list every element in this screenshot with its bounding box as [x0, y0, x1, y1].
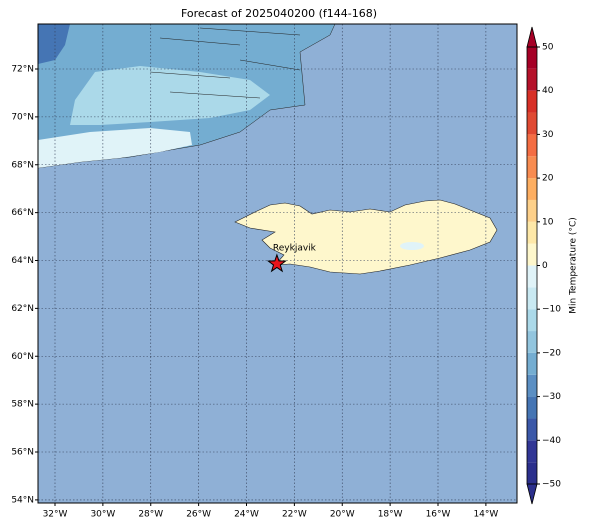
colorbar-band — [527, 90, 537, 113]
colorbar-tick-label: −30 — [542, 392, 561, 402]
colorbar-tick-label: −50 — [542, 480, 561, 490]
colorbar-band — [527, 134, 537, 157]
colorbar-tick-label: 50 — [542, 43, 554, 53]
x-tick-label: 26°W — [186, 510, 211, 520]
colorbar-band — [527, 199, 537, 222]
colorbar-band — [527, 221, 537, 244]
y-tick-label: 56°N — [11, 448, 34, 458]
colorbar-band — [527, 352, 537, 375]
x-tick-label: 14°W — [473, 510, 498, 520]
colorbar-band — [527, 462, 537, 484]
y-tick-label: 72°N — [11, 65, 34, 75]
colorbar-band — [527, 287, 537, 310]
colorbar-label: Min Temperature (°C) — [569, 217, 579, 314]
y-tick-label: 62°N — [11, 304, 34, 314]
colorbar-extend-bottom — [526, 483, 538, 505]
map-frame — [37, 23, 518, 504]
colorbar-tick-label: −20 — [542, 348, 561, 358]
y-tick-label: 66°N — [11, 208, 34, 218]
x-tick-label: 20°W — [330, 510, 355, 520]
x-tick-label: 28°W — [138, 510, 163, 520]
colorbar-tick-label: 20 — [542, 174, 554, 184]
colorbar-band — [527, 47, 537, 69]
colorbar-band — [527, 331, 537, 353]
colorbar-band — [527, 374, 537, 397]
title: Forecast of 2025040200 (f144-168) — [181, 7, 377, 20]
colorbar-band — [527, 265, 537, 288]
colorbar-tick-label: 10 — [542, 217, 554, 227]
colorbar-band — [527, 112, 537, 135]
y-tick-label: 54°N — [11, 495, 34, 505]
x-tick-label: 22°W — [282, 510, 307, 520]
y-tick-label: 68°N — [11, 160, 34, 170]
city-marker — [266, 253, 287, 273]
y-tick-label: 64°N — [11, 256, 34, 266]
x-tick-label: 16°W — [426, 510, 451, 520]
grid — [38, 24, 517, 503]
colorbar-tick-label: −40 — [542, 436, 561, 446]
x-tick-label: 18°W — [378, 510, 403, 520]
x-tick-label: 32°W — [43, 510, 68, 520]
colorbar-tick-label: 30 — [542, 130, 554, 140]
colorbar-band — [527, 396, 537, 419]
colorbar-band — [527, 418, 537, 441]
colorbar-band — [527, 68, 537, 91]
colorbar-tick-label: 0 — [542, 261, 548, 271]
colorbar-tick-label: −10 — [542, 305, 561, 315]
colorbar-band — [527, 440, 537, 463]
colorbar-band — [527, 178, 537, 200]
colorbar-band — [527, 243, 537, 266]
greenland — [37, 23, 336, 169]
colorbar: 50 40 30 20 10 0 −10 −20 −30 −40 −50 Min Temperatur… — [526, 26, 579, 505]
city-label: Reykjavik — [273, 243, 317, 253]
glacier — [400, 242, 424, 250]
x-tick-label: 30°W — [90, 510, 115, 520]
colorbar-tick-label: 40 — [542, 86, 554, 96]
x-tick-label: 24°W — [234, 510, 259, 520]
y-tick-label: 70°N — [11, 112, 34, 122]
y-tick-label: 60°N — [11, 352, 34, 362]
colorbar-extend-top — [526, 26, 538, 48]
colorbar-band — [527, 309, 537, 332]
colorbar-band — [527, 156, 537, 179]
y-tick-label: 58°N — [11, 400, 34, 410]
